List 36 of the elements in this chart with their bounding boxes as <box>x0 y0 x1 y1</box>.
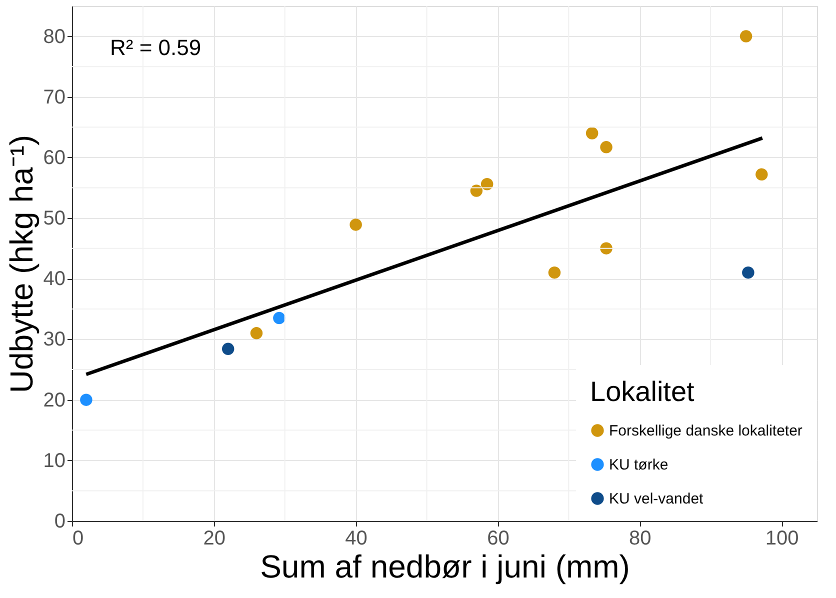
legend-label: KU tørke <box>609 456 668 474</box>
point <box>222 342 234 356</box>
y-tick-label: 0 <box>54 510 66 532</box>
x-tick-label: 100 <box>765 528 799 550</box>
x-tick-label: 40 <box>345 528 368 550</box>
y-tick-label: 40 <box>43 268 66 290</box>
point <box>350 218 362 231</box>
point <box>480 178 494 190</box>
legend-label: KU vel-vandet <box>609 490 704 508</box>
x-tick-label: 60 <box>487 528 510 550</box>
x-tick-label: 80 <box>628 528 652 550</box>
annotation: R² = 0.59 <box>110 35 202 60</box>
x-tick-label: 0 <box>72 528 84 550</box>
y-tick-label: 20 <box>43 389 66 412</box>
y-tick-label: 80 <box>43 26 66 48</box>
point <box>740 30 752 42</box>
y-tick-label: 60 <box>43 146 66 169</box>
point <box>80 394 92 406</box>
point <box>273 312 286 324</box>
y-tick-label: 70 <box>43 86 66 108</box>
y-tick-label: 30 <box>43 328 66 351</box>
y-tick-label: 50 <box>43 208 66 230</box>
x-axis-title: Sum af nedbør i juni (mm) <box>260 548 630 584</box>
point <box>742 266 754 279</box>
point <box>600 141 612 154</box>
point <box>756 168 768 181</box>
point <box>250 327 263 340</box>
y-axis-title: Udbytte (hkg ha⁻¹) <box>3 134 40 394</box>
legend-label: Forskellige danske lokaliteter <box>609 422 802 440</box>
point <box>600 242 612 254</box>
point <box>548 266 561 279</box>
y-tick-label: 10 <box>43 450 66 472</box>
point <box>586 127 598 140</box>
x-tick-label: 20 <box>203 528 226 550</box>
legend-title: Lokalitet <box>590 376 695 407</box>
point <box>470 184 483 197</box>
